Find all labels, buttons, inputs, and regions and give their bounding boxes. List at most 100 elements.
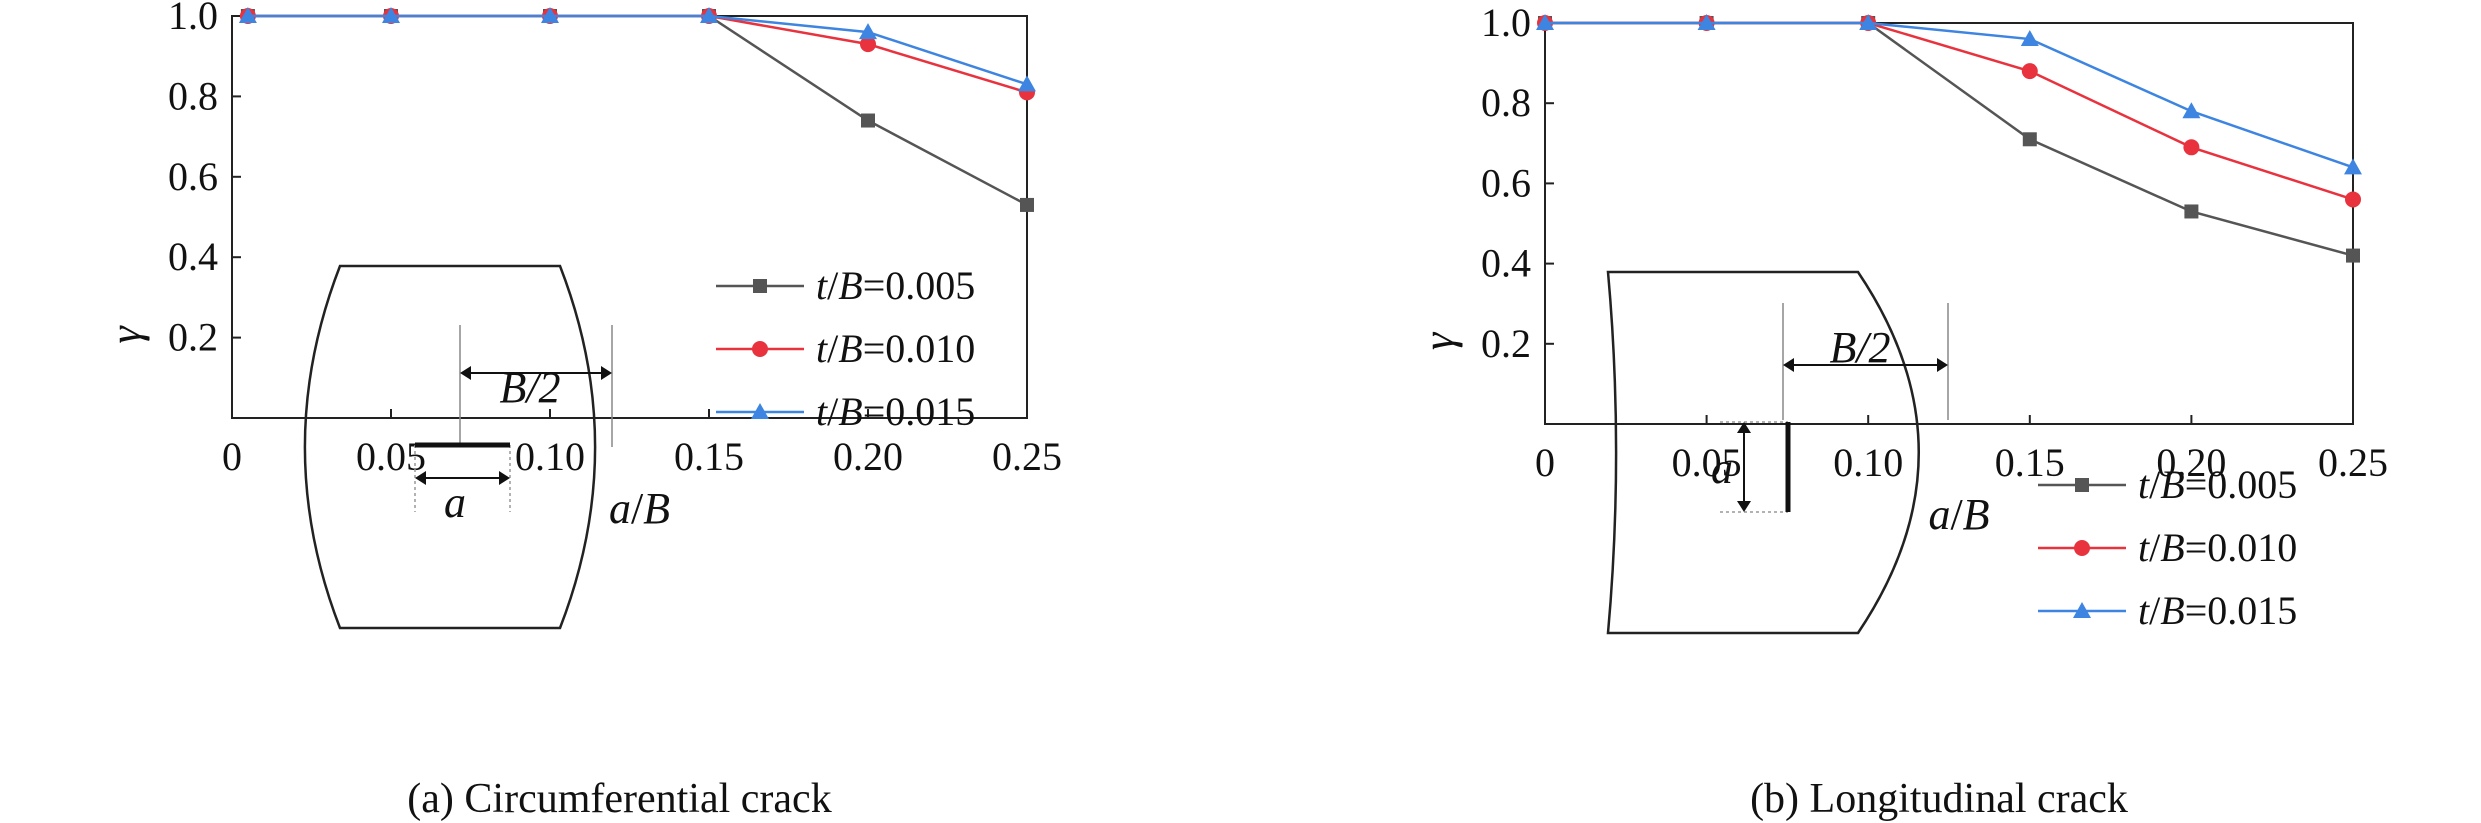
arrowhead-icon — [601, 366, 612, 380]
data-point — [1536, 14, 1554, 30]
legend-marker — [753, 279, 767, 293]
crack-length-label: a — [444, 478, 466, 527]
legend-entry-part: B — [2160, 462, 2184, 507]
legend-entry-value: 0.005 — [885, 263, 975, 308]
y-axis-label: γ — [1414, 331, 1463, 350]
legend-entry-value: 0.005 — [2207, 462, 2297, 507]
legend-entry-part: / — [2149, 462, 2161, 507]
crack-length-label: a — [1711, 444, 1733, 493]
x-tick-label: 0.05 — [1672, 440, 1742, 485]
series-line-0.015 — [1545, 21, 2354, 169]
series-line-0.005 — [247, 14, 1028, 207]
legend-entry-part: / — [827, 389, 839, 434]
series-line-0.010 — [247, 14, 1028, 94]
half-width-label: B/2 — [1829, 323, 1890, 372]
y-tick-label: 0.4 — [168, 234, 218, 279]
x-axis-label: a/B — [609, 484, 670, 533]
x-axis-label: a/B — [1928, 490, 1989, 539]
y-tick-label: 1.0 — [168, 0, 218, 38]
legend-entry-part: = — [863, 326, 886, 371]
data-point — [2020, 30, 2039, 47]
legend-entry-value: 0.010 — [2207, 525, 2297, 570]
y-tick-label: 0.2 — [168, 315, 218, 360]
data-point — [382, 7, 400, 23]
x-axis-label-part: / — [631, 484, 644, 533]
legend-marker — [752, 341, 768, 357]
legend-entry-part: B — [838, 389, 862, 434]
legend-entry-part: B — [2160, 525, 2184, 570]
x-tick-label: 0 — [1535, 440, 1555, 485]
arrowhead-icon — [1737, 501, 1751, 512]
legend-entry-value: 0.015 — [2207, 588, 2297, 633]
legend-entry-part: t — [816, 263, 828, 308]
data-point — [859, 23, 877, 40]
chart-panel-a: 0 0.05 0.10 0.15 0.20 0.250.20.40.60.81.0a/Bγ… — [101, 0, 1062, 822]
legend-entry-part: / — [827, 326, 839, 371]
data-point — [861, 113, 875, 128]
legend-entry-value: 0.010 — [885, 326, 975, 371]
legend-entry-part: / — [2149, 525, 2161, 570]
legend-entry-value: 0.015 — [885, 389, 975, 434]
x-tick-label: 0.15 — [1995, 440, 2065, 485]
legend-entry-part: B — [838, 326, 862, 371]
legend-marker — [2075, 478, 2089, 492]
x-tick-label: 0.25 — [992, 434, 1062, 479]
data-point — [2183, 139, 2200, 156]
legend-marker — [2074, 540, 2090, 556]
series-line-0.015 — [247, 14, 1028, 86]
legend-entry-part: = — [2185, 588, 2208, 633]
legend-entry-part: B — [838, 263, 862, 308]
legend-entry: t/B=0.015 — [2138, 588, 2297, 633]
x-axis-label-part: B — [643, 484, 670, 533]
y-tick-label: 0.2 — [1481, 321, 1531, 366]
y-tick-label: 0.6 — [1481, 160, 1531, 205]
figure-caption: (b) Longitudinal crack — [1750, 776, 2128, 822]
arrowhead-icon — [499, 471, 510, 485]
x-tick-label: 0 — [222, 434, 242, 479]
x-axis-label-part: a — [609, 484, 631, 533]
data-point — [2184, 204, 2199, 219]
legend-entry-part: / — [827, 263, 839, 308]
data-point — [2022, 132, 2037, 147]
x-axis-label-part: B — [1963, 490, 1990, 539]
data-point — [1018, 75, 1036, 92]
data-point — [541, 7, 559, 23]
legend-entry: t/B=0.015 — [816, 389, 975, 434]
y-axis-label: γ — [101, 325, 150, 344]
legend-entry: t/B=0.005 — [816, 263, 975, 308]
x-tick-label: 0.15 — [674, 434, 744, 479]
series-line-0.005 — [1545, 21, 2354, 257]
x-tick-label: 0.25 — [2318, 440, 2388, 485]
tunnel-section-outline — [303, 264, 597, 630]
data-point — [2344, 158, 2362, 175]
x-tick-label: 0.05 — [356, 434, 426, 479]
data-point — [2021, 63, 2038, 80]
arrowhead-icon — [1737, 422, 1751, 433]
arrowhead-icon — [460, 366, 471, 380]
legend-entry-part: t — [2138, 588, 2150, 633]
tunnel-section-outline — [1606, 270, 1920, 635]
data-point — [238, 7, 257, 23]
x-tick-label: 0.10 — [515, 434, 585, 479]
arrowhead-icon — [415, 471, 426, 485]
data-point — [2346, 248, 2360, 263]
data-point — [700, 7, 718, 23]
x-tick-label: 0.10 — [1833, 440, 1903, 485]
chart-panel-b: 0 0.05 0.10 0.15 0.20 0.250.20.40.60.81.0a/Bγ… — [1414, 0, 2388, 822]
inset-diagram: B/2 a — [1606, 270, 1949, 635]
legend-marker — [2073, 602, 2091, 618]
legend-entry: t/B=0.010 — [2138, 525, 2297, 570]
data-point — [860, 36, 876, 53]
legend-entry-part: / — [2149, 588, 2161, 633]
y-tick-label: 0.8 — [1481, 80, 1531, 125]
legend-entry-part: t — [2138, 525, 2150, 570]
data-point — [2345, 191, 2361, 208]
arrowhead-icon — [1937, 358, 1948, 372]
y-tick-label: 0.6 — [168, 154, 218, 199]
legend-entry-part: = — [2185, 462, 2208, 507]
data-point — [1859, 14, 1878, 30]
legend-entry-part: = — [863, 263, 886, 308]
